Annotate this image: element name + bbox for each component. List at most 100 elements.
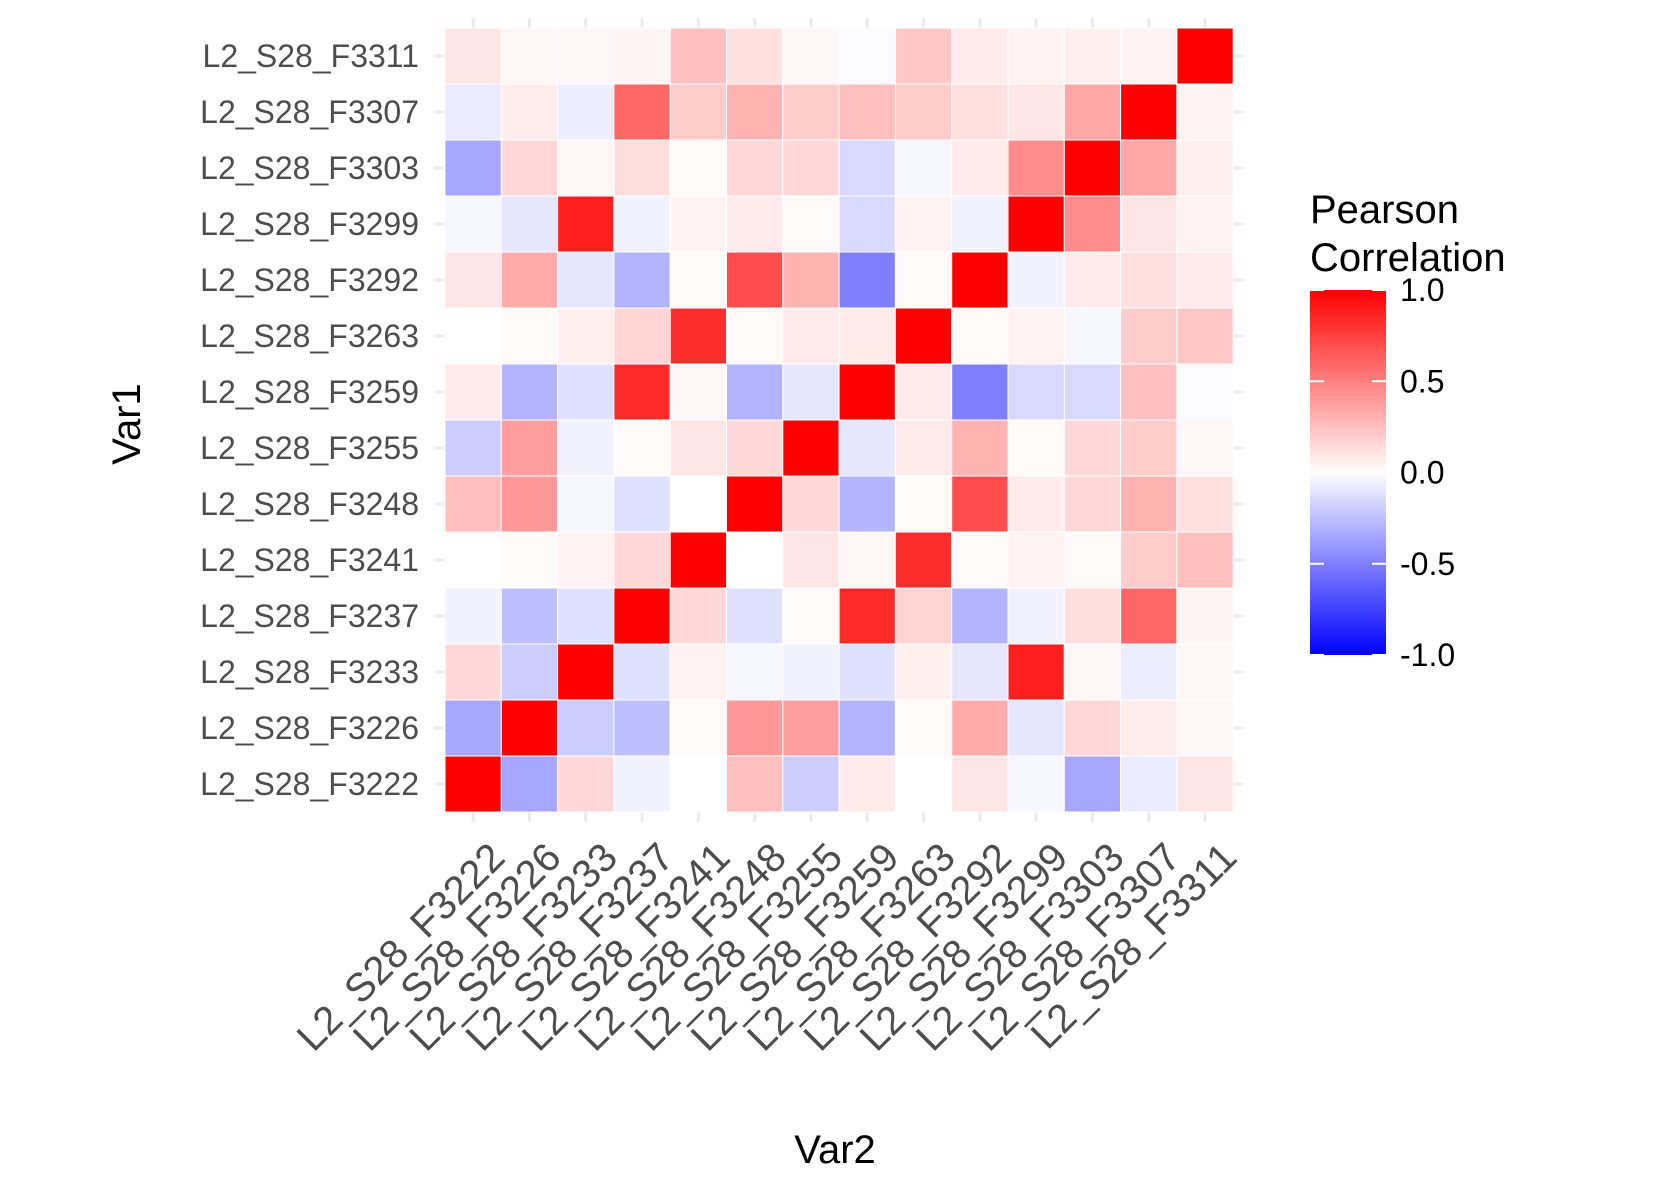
heatmap-cell [557, 587, 615, 645]
heatmap-cell [1120, 83, 1178, 141]
y-tick-label: L2_S28_F3226 [200, 710, 419, 746]
heatmap-cell [444, 139, 502, 197]
heatmap-cell [444, 27, 502, 85]
heatmap-cell [951, 139, 1009, 197]
y-tick-label: L2_S28_F3292 [200, 262, 419, 298]
heatmap-cell [444, 531, 502, 589]
heatmap-cell [1063, 643, 1122, 701]
heatmap-cell [613, 363, 671, 421]
heatmap-cell [1063, 307, 1122, 365]
heatmap-cell [1120, 531, 1178, 589]
heatmap-cell [1176, 643, 1234, 701]
y-tick-labels: L2_S28_F3222 L2_S28_F3226 L2_S28_F3233 L2_S… [200, 38, 419, 802]
heatmap-cell [1063, 363, 1122, 421]
heatmap-cell [951, 27, 1009, 85]
heatmap-cell [1176, 531, 1234, 589]
heatmap-cell [613, 699, 671, 757]
heatmap-cell [444, 195, 502, 253]
heatmap-cell [444, 363, 502, 421]
heatmap-cell [726, 83, 784, 141]
heatmap-cell [557, 475, 615, 533]
heatmap-cell [1176, 475, 1234, 533]
heatmap-cell [1007, 139, 1065, 197]
heatmap-cell [669, 27, 728, 85]
heatmap-cell [838, 195, 896, 253]
heatmap-cell [500, 27, 559, 85]
heatmap-cell [613, 755, 671, 813]
heatmap-cell [894, 755, 953, 813]
y-tick-label: L2_S28_F3259 [200, 374, 419, 410]
heatmap-cell [613, 475, 671, 533]
heatmap-cell [782, 643, 840, 701]
heatmap-cell [613, 531, 671, 589]
heatmap-cell [1176, 27, 1234, 85]
legend-tick-label: 0.5 [1400, 363, 1444, 399]
heatmap-cell [1120, 251, 1178, 309]
heatmap-cell [726, 27, 784, 85]
y-tick-label: L2_S28_F3307 [200, 94, 419, 130]
heatmap-cell [782, 587, 840, 645]
y-tick-label: L2_S28_F3222 [200, 766, 419, 802]
legend: Pearson Correlation 1.0 0.5 0.0 -0.5 -1.0 [1310, 188, 1506, 673]
heatmap-cell [1120, 419, 1178, 477]
heatmap-cell [838, 27, 896, 85]
heatmap-cell [894, 699, 953, 757]
y-tick-label: L2_S28_F3311 [203, 38, 419, 74]
heatmap-cell [500, 251, 559, 309]
heatmap-cell [726, 475, 784, 533]
heatmap-cell [444, 755, 502, 813]
heatmap-cell [726, 531, 784, 589]
heatmap-cell [951, 755, 1009, 813]
heatmap-cell [726, 699, 784, 757]
heatmap-cell [500, 475, 559, 533]
heatmap-cell [1007, 531, 1065, 589]
heatmap-cell [1063, 139, 1122, 197]
heatmap-cell [951, 531, 1009, 589]
heatmap-cell [613, 139, 671, 197]
heatmap-cell [557, 27, 615, 85]
heatmap-cell [557, 251, 615, 309]
legend-tick-label: 0.0 [1400, 455, 1444, 491]
heatmap-cell [613, 419, 671, 477]
heatmap-cell [894, 27, 953, 85]
y-tick-label: L2_S28_F3255 [200, 430, 419, 466]
heatmap-cell [557, 363, 615, 421]
heatmap-cell [782, 27, 840, 85]
heatmap-cell [782, 699, 840, 757]
legend-tick-label: 1.0 [1400, 272, 1444, 308]
heatmap-cell [1063, 755, 1122, 813]
heatmap-cell [500, 587, 559, 645]
heatmap-cell [1176, 195, 1234, 253]
heatmap-cell [838, 251, 896, 309]
y-axis-title: Var1 [105, 383, 149, 465]
y-tick-label: L2_S28_F3299 [200, 206, 419, 242]
heatmap-cell [557, 643, 615, 701]
heatmap-cell [1007, 363, 1065, 421]
heatmap-cell [669, 755, 728, 813]
heatmap-cell [838, 587, 896, 645]
heatmap-cell [838, 755, 896, 813]
heatmap-cell [1120, 755, 1178, 813]
heatmap-cell [1120, 475, 1178, 533]
heatmap-cell [951, 307, 1009, 365]
heatmap-cell [838, 699, 896, 757]
heatmap-cell [894, 475, 953, 533]
heatmap-cell [782, 419, 840, 477]
heatmap-cell [782, 195, 840, 253]
heatmap-cell [1063, 531, 1122, 589]
heatmap-cell [613, 83, 671, 141]
heatmap-cell [1120, 363, 1178, 421]
heatmap-cell [726, 419, 784, 477]
heatmap-cell [726, 363, 784, 421]
heatmap-cell [1176, 251, 1234, 309]
heatmap-cell [500, 83, 559, 141]
heatmap-cell [894, 307, 953, 365]
heatmap-cell [1120, 643, 1178, 701]
heatmap-cell [500, 307, 559, 365]
heatmap-cell [951, 251, 1009, 309]
heatmap-cell [500, 643, 559, 701]
heatmap-cell [894, 195, 953, 253]
heatmap-cell [613, 587, 671, 645]
heatmap-cell [1063, 699, 1122, 757]
heatmap-cell [669, 363, 728, 421]
